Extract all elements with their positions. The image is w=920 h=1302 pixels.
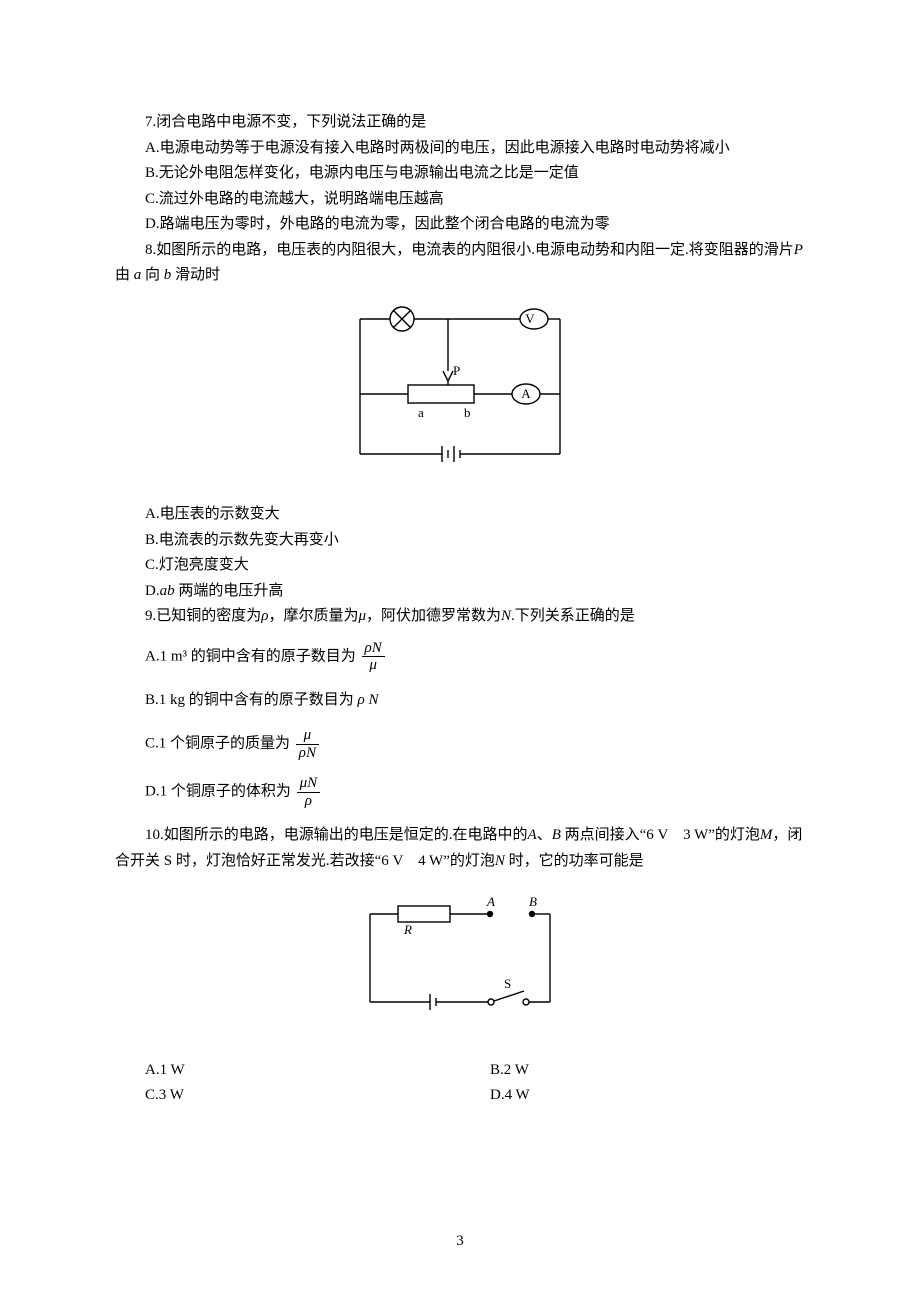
q9-c-pre: C.1 个铜原子的质量为 <box>145 735 290 751</box>
q10-stem: 10.如图所示的电路，电源输出的电压是恒定的.在电路中的A、B 两点间接入“6 … <box>115 823 805 874</box>
q9-d-frac: μN ρ <box>297 775 321 809</box>
q10-stem-in: N <box>495 853 505 869</box>
q9-b-pre: B.1 kg 的铜中含有的原子数目为 <box>145 692 358 708</box>
q9-stem-m2: ，阿伏加德罗常数为 <box>366 608 501 624</box>
q9-c-den: ρN <box>296 745 319 762</box>
q9-opt-a: A.1 m³ 的铜中含有的原子数目为 ρN μ <box>145 640 805 674</box>
q8-stem-3: 由 <box>115 267 134 283</box>
q8-label-p: P <box>453 363 460 378</box>
q9-opt-c: C.1 个铜原子的质量为 μ ρN <box>145 727 805 761</box>
q9-opt-b: B.1 kg 的铜中含有的原子数目为 ρ N <box>145 688 805 714</box>
q9-d-pre: D.1 个铜原子的体积为 <box>145 783 291 799</box>
q8-label-a: a <box>418 405 424 420</box>
q8-stem-7: 滑动时 <box>171 267 220 283</box>
q8-label-v: V <box>525 311 535 326</box>
q9-stem-n: N <box>501 608 511 624</box>
q10-opt-b: B.2 W <box>460 1058 805 1084</box>
q8-d-pre: D. <box>145 583 160 599</box>
q8-diagram: P a b V A <box>115 299 805 489</box>
page-number: 3 <box>0 1229 920 1255</box>
q8-stem: 8.如图所示的电路，电压表的内阻很大，电流表的内阻很小.电源电动势和内阻一定.将… <box>115 238 805 289</box>
q7-opt-d: D.路端电压为零时，外电路的电流为零，因此整个闭合电路的电流为零 <box>115 212 805 238</box>
q9-c-frac: μ ρN <box>296 727 319 761</box>
q9-stem-pre: 9.已知铜的密度为 <box>145 608 261 624</box>
q9-a-den: μ <box>362 657 385 674</box>
q10-stem-3: 两点间接入“6 V 3 W”的灯泡 <box>561 827 760 843</box>
q9-c-num: μ <box>296 727 319 745</box>
q10-stem-5: 时，它的功率可能是 <box>505 853 644 869</box>
q9-d-den: ρ <box>297 793 321 810</box>
q9-stem-post: .下列关系正确的是 <box>511 608 635 624</box>
q8-opt-c: C.灯泡亮度变大 <box>115 553 805 579</box>
q8-stem-1: 8.如图所示的电路，电压表的内阻很大，电流表的内阻很小.电源电动势和内阻一定.将… <box>145 242 794 258</box>
q10-opt-c: C.3 W <box>115 1083 460 1109</box>
q10-label-b: B <box>529 894 537 909</box>
page: 7.闭合电路中电源不变，下列说法正确的是 A.电源电动势等于电源没有接入电路时两… <box>0 0 920 1302</box>
q9-a-num: ρN <box>362 640 385 658</box>
q10-stem-1: 10.如图所示的电路，电源输出的电压是恒定的.在电路中的 <box>145 827 528 843</box>
q10-stem-ia: A <box>528 827 537 843</box>
q10-opt-d: D.4 W <box>460 1083 805 1109</box>
q9-b-expr: ρ N <box>358 692 379 708</box>
q8-stem-5: 向 <box>141 267 164 283</box>
q10-stem-2: 、 <box>537 827 552 843</box>
q8-opt-b: B.电流表的示数先变大再变小 <box>115 528 805 554</box>
q9-opt-d: D.1 个铜原子的体积为 μN ρ <box>145 775 805 809</box>
q7-opt-a-text: A.电源电动势等于电源没有接入电路时两极间的电压，因此电源接入电路时电动势将减小 <box>145 140 730 156</box>
q10-label-a: A <box>486 894 495 909</box>
q8-d-post: 两端的电压升高 <box>175 583 284 599</box>
q10-diagram: A B R S <box>115 884 805 1044</box>
q8-opt-d: D.ab 两端的电压升高 <box>115 579 805 605</box>
q9-stem-mu: μ <box>358 608 366 624</box>
q10-opt-a: A.1 W <box>115 1058 460 1084</box>
q8-d-ital: ab <box>160 583 175 599</box>
q8-label-b: b <box>464 405 471 420</box>
q10-label-s: S <box>504 976 511 991</box>
q8-label-amp: A <box>521 386 531 401</box>
q7-stem: 7.闭合电路中电源不变，下列说法正确的是 <box>115 110 805 136</box>
q9-a-frac: ρN μ <box>362 640 385 674</box>
q7-opt-b: B.无论外电阻怎样变化，电源内电压与电源输出电流之比是一定值 <box>115 161 805 187</box>
q10-stem-ib: B <box>552 827 561 843</box>
q7-opt-a: A.电源电动势等于电源没有接入电路时两极间的电压，因此电源接入电路时电动势将减小 <box>145 136 805 162</box>
q8-opt-a: A.电压表的示数变大 <box>115 502 805 528</box>
q9-a-pre: A.1 m³ 的铜中含有的原子数目为 <box>145 648 356 664</box>
q7-opt-c: C.流过外电路的电流越大，说明路端电压越高 <box>115 187 805 213</box>
q9-stem: 9.已知铜的密度为ρ，摩尔质量为μ，阿伏加德罗常数为N.下列关系正确的是 <box>115 604 805 630</box>
q9-d-num: μN <box>297 775 321 793</box>
q10-options: A.1 W B.2 W C.3 W D.4 W <box>115 1058 805 1109</box>
q9-stem-m1: ，摩尔质量为 <box>268 608 358 624</box>
q8-stem-p: P <box>794 242 803 258</box>
q10-stem-im: M <box>760 827 773 843</box>
q10-label-r: R <box>403 922 412 937</box>
